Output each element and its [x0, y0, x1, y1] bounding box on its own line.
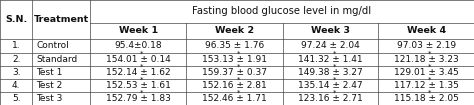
- Text: 96.35 ± 1.76: 96.35 ± 1.76: [205, 41, 264, 50]
- Text: *: *: [428, 63, 432, 69]
- Text: 3.: 3.: [12, 68, 20, 77]
- Text: 2.: 2.: [12, 55, 20, 64]
- Text: *: *: [332, 63, 336, 69]
- Text: 5.: 5.: [12, 94, 20, 103]
- Text: *: *: [428, 77, 432, 83]
- Text: *: *: [332, 77, 336, 83]
- Text: 149.38 ± 3.27: 149.38 ± 3.27: [298, 68, 363, 77]
- Text: 97.24 ± 2.04: 97.24 ± 2.04: [301, 41, 360, 50]
- Text: Week 2: Week 2: [215, 26, 254, 35]
- Text: 123.16 ± 2.71: 123.16 ± 2.71: [298, 94, 363, 103]
- Text: *: *: [140, 90, 144, 96]
- Text: *: *: [428, 90, 432, 96]
- Text: 95.4±0.18: 95.4±0.18: [114, 41, 162, 50]
- Text: Standard: Standard: [36, 55, 77, 64]
- Text: *: *: [332, 50, 336, 56]
- Text: 1.: 1.: [12, 41, 20, 50]
- Text: 121.18 ± 3.23: 121.18 ± 3.23: [394, 55, 458, 64]
- Text: 141.32 ± 1.41: 141.32 ± 1.41: [298, 55, 363, 64]
- Text: 129.01 ± 3.45: 129.01 ± 3.45: [394, 68, 458, 77]
- Text: 4.: 4.: [12, 81, 20, 90]
- Text: *: *: [237, 90, 240, 96]
- Text: 152.53 ± 1.61: 152.53 ± 1.61: [106, 81, 171, 90]
- Text: 153.13 ± 1.91: 153.13 ± 1.91: [202, 55, 267, 64]
- Text: *: *: [140, 63, 144, 69]
- Text: Test 1: Test 1: [36, 68, 63, 77]
- Text: 115.18 ± 2.05: 115.18 ± 2.05: [394, 94, 458, 103]
- Text: 152.79 ± 1.83: 152.79 ± 1.83: [106, 94, 171, 103]
- Text: 152.46 ± 1.71: 152.46 ± 1.71: [202, 94, 267, 103]
- Text: *: *: [237, 63, 240, 69]
- Text: Test 2: Test 2: [36, 81, 62, 90]
- Text: *: *: [140, 77, 144, 83]
- Text: *: *: [237, 50, 240, 56]
- Text: Week 1: Week 1: [118, 26, 158, 35]
- Text: Control: Control: [36, 41, 69, 50]
- Text: 152.14 ± 1.62: 152.14 ± 1.62: [106, 68, 171, 77]
- Text: Fasting blood glucose level in mg/dl: Fasting blood glucose level in mg/dl: [192, 6, 372, 16]
- Text: Week 4: Week 4: [407, 26, 446, 35]
- Text: *: *: [140, 50, 144, 56]
- Text: *: *: [428, 50, 432, 56]
- Text: 97.03 ± 2.19: 97.03 ± 2.19: [397, 41, 456, 50]
- Text: 152.16 ± 2.81: 152.16 ± 2.81: [202, 81, 267, 90]
- Text: 154.01 ± 0.14: 154.01 ± 0.14: [106, 55, 171, 64]
- Text: *: *: [332, 90, 336, 96]
- Text: *: *: [237, 77, 240, 83]
- Text: Treatment: Treatment: [34, 15, 89, 24]
- Text: Week 3: Week 3: [311, 26, 350, 35]
- Text: 135.14 ± 2.47: 135.14 ± 2.47: [298, 81, 363, 90]
- Text: Test 3: Test 3: [36, 94, 63, 103]
- Text: S.N.: S.N.: [5, 15, 27, 24]
- Text: 117.12 ± 1.35: 117.12 ± 1.35: [394, 81, 458, 90]
- Text: 159.37 ± 0.37: 159.37 ± 0.37: [202, 68, 267, 77]
